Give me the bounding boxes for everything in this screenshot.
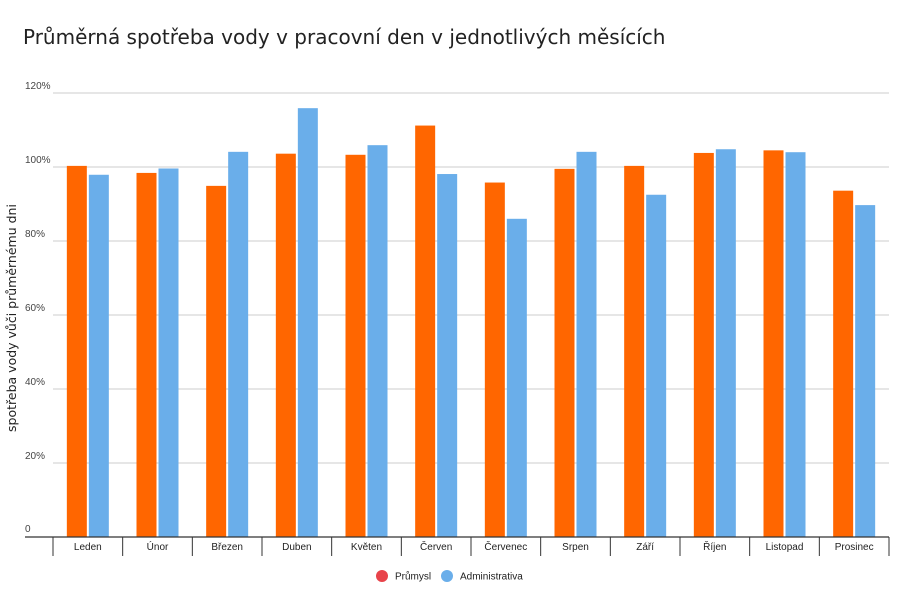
y-axis-label: spotřeba vody vůči průměrnému dni xyxy=(4,204,19,432)
x-tick-label: Leden xyxy=(74,542,102,553)
bar-Průmysl-Duben xyxy=(275,153,296,537)
bar-Administrativa-Leden xyxy=(88,174,109,537)
x-tick-label: Červenec xyxy=(484,540,527,553)
y-tick-label: 0 xyxy=(25,524,31,535)
bar-Průmysl-Březen xyxy=(206,185,227,537)
x-tick-label: Listopad xyxy=(766,542,804,553)
x-tick-label: Květen xyxy=(351,542,382,553)
y-tick-labels: 0 20% 40% 60% 80% 100% 120% xyxy=(25,81,51,535)
grid-lines xyxy=(53,92,889,464)
bar-Průmysl-Únor xyxy=(136,172,157,538)
y-tick-label: 120% xyxy=(25,81,51,92)
y-tick-label: 100% xyxy=(25,155,51,166)
bar-Administrativa-Červen xyxy=(437,174,458,537)
y-tick-label: 40% xyxy=(25,377,45,388)
y-axis-label-group: spotřeba vody vůči průměrnému dni xyxy=(4,204,19,432)
chart-title: Průměrná spotřeba vody v pracovní den v … xyxy=(23,25,666,49)
bar-Administrativa-Říjen xyxy=(715,149,736,538)
bar-Administrativa-Září xyxy=(646,194,667,537)
bar-Administrativa-Březen xyxy=(228,151,249,537)
bar-Průmysl-Květen xyxy=(345,154,366,538)
y-tick-label: 80% xyxy=(25,229,45,240)
bar-Průmysl-Říjen xyxy=(693,152,714,537)
bar-Administrativa-Prosinec xyxy=(855,205,876,538)
legend-marker-Administrativa xyxy=(441,570,453,582)
bar-Administrativa-Listopad xyxy=(785,152,806,537)
x-tick-label: Říjen xyxy=(703,540,726,553)
bar-Administrativa-Duben xyxy=(297,108,318,538)
bars xyxy=(66,108,876,538)
x-axis: Leden Únor Březen Duben Květen Červen Červenec… xyxy=(25,536,890,556)
legend: Průmysl Administrativa xyxy=(376,570,523,583)
bar-Průmysl-Prosinec xyxy=(833,190,854,537)
x-tick-label: Září xyxy=(636,542,654,553)
bar-Průmysl-Leden xyxy=(66,165,87,537)
legend-marker-Průmysl xyxy=(376,570,388,582)
bar-Administrativa-Únor xyxy=(158,168,179,538)
bar-Průmysl-Červenec xyxy=(484,182,505,538)
x-tick-label: Duben xyxy=(282,542,311,553)
bar-Administrativa-Červenec xyxy=(506,218,527,538)
bar-Průmysl-Listopad xyxy=(763,150,784,537)
bar-Administrativa-Květen xyxy=(367,145,388,538)
bar-Průmysl-Červen xyxy=(415,125,436,537)
legend-label-Průmysl: Průmysl xyxy=(395,571,431,583)
x-tick-label: Červen xyxy=(420,540,452,553)
x-tick-label: Únor xyxy=(147,540,169,553)
x-tick-label: Srpen xyxy=(562,542,589,553)
legend-label-Administrativa: Administrativa xyxy=(460,572,523,583)
y-tick-label: 20% xyxy=(25,451,45,462)
x-tick-label: Prosinec xyxy=(835,542,874,553)
x-tick-label: Březen xyxy=(211,542,243,553)
bar-Průmysl-Srpen xyxy=(554,168,575,537)
bar-Administrativa-Srpen xyxy=(576,151,597,537)
bar-Průmysl-Září xyxy=(624,165,645,537)
y-tick-label: 60% xyxy=(25,303,45,314)
